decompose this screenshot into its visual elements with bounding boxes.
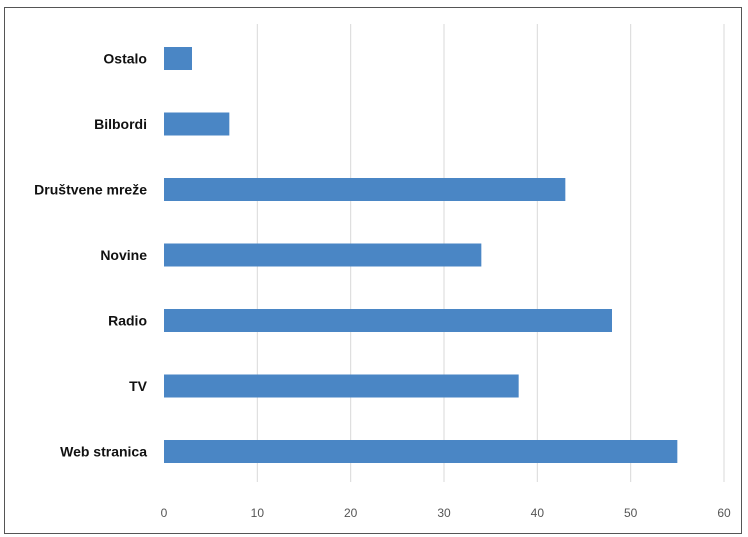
- category-label: Radio: [108, 313, 147, 329]
- x-tick-label: 10: [251, 506, 265, 520]
- gridlines: [256, 24, 725, 482]
- x-tick-label: 60: [717, 506, 731, 520]
- category-label: Ostalo: [103, 51, 147, 67]
- category-label: Društvene mreže: [34, 182, 147, 198]
- category-label: Bilbordi: [94, 116, 147, 132]
- x-tick-label: 20: [344, 506, 358, 520]
- bar-ostalo: [164, 47, 192, 70]
- category-label: TV: [129, 378, 148, 394]
- x-tick-label: 50: [624, 506, 638, 520]
- category-label: Novine: [100, 247, 147, 263]
- category-labels: Ostalo Bilbordi Društvene mreže Novine Radio…: [34, 51, 147, 460]
- category-label: Web stranica: [60, 444, 147, 460]
- bar-web-stranica: [164, 440, 678, 463]
- bar-novine: [164, 243, 482, 267]
- bar-radio: [164, 309, 612, 332]
- bar-bilbordi: [164, 112, 230, 136]
- x-tick-labels: 0 10 20 30 40 50 60: [161, 506, 731, 520]
- bar-tv: [164, 374, 519, 398]
- x-tick-label: 0: [161, 506, 168, 520]
- bars: [164, 47, 678, 463]
- x-tick-label: 30: [437, 506, 451, 520]
- bar-društvene-mreže: [164, 178, 566, 201]
- x-tick-label: 40: [531, 506, 545, 520]
